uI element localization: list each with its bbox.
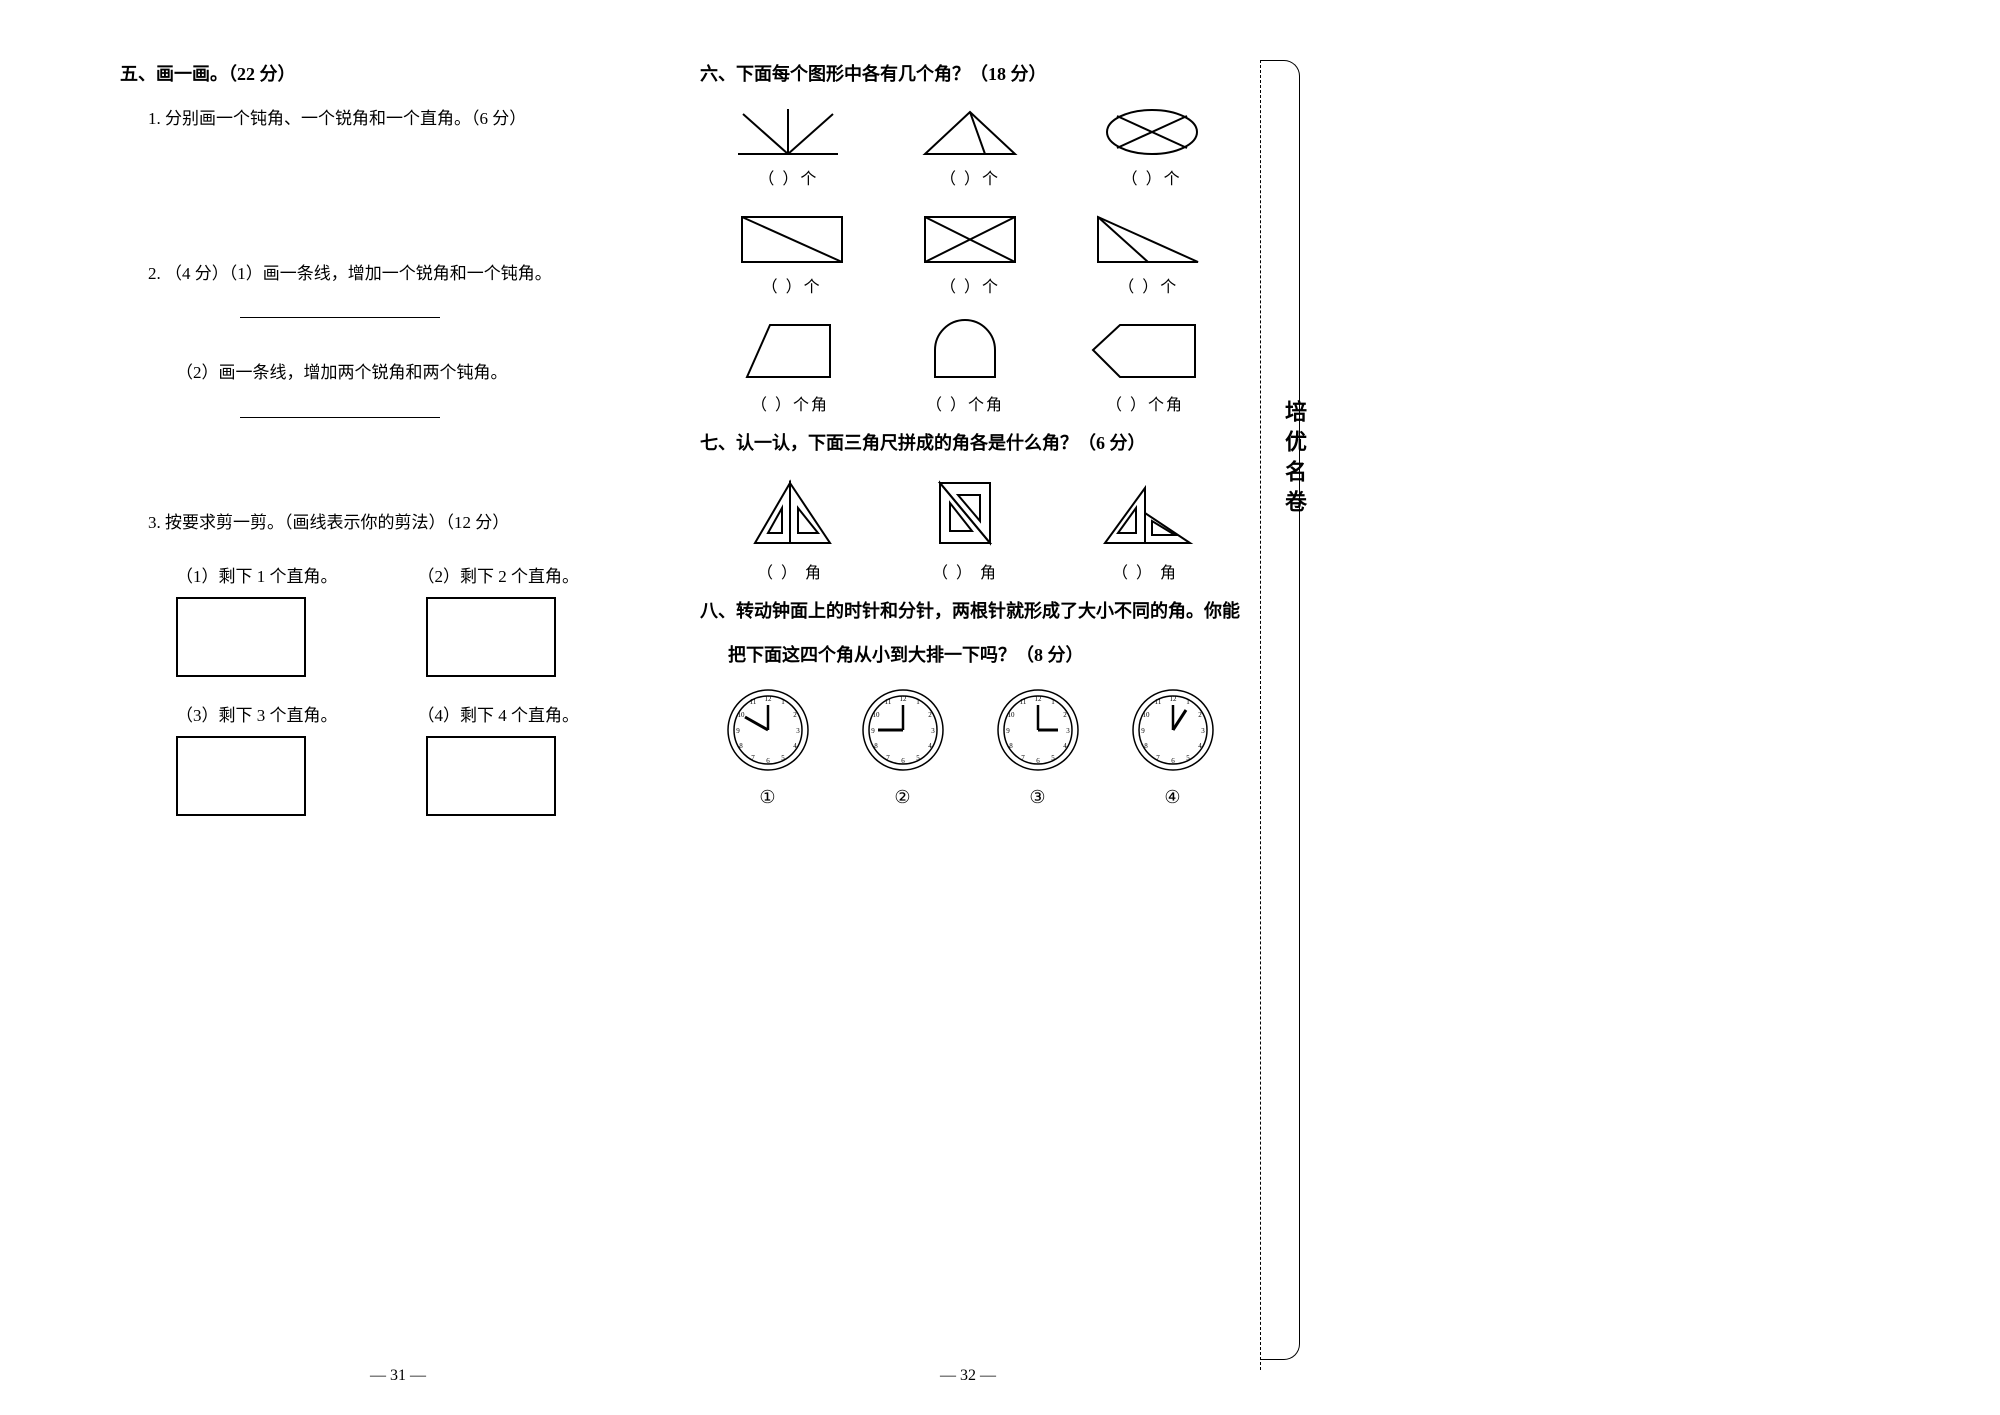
svg-text:2: 2 [1198,711,1202,719]
svg-text:10: 10 [1142,711,1150,719]
svg-text:12: 12 [1169,695,1177,703]
page-number-right: — 32 — [940,1367,996,1385]
svg-text:9: 9 [871,727,875,735]
q5-3: 3. 按要求剪一剪。（画线表示你的剪法）（12 分） [148,508,680,539]
rect-4 [426,736,556,816]
fig-rect-diag: （ ）个 [732,207,852,297]
svg-text:6: 6 [1036,757,1040,765]
page-number-left: — 31 — [370,1367,426,1385]
set-square-2: （ ） 角 [920,473,1010,583]
svg-text:8: 8 [739,742,743,750]
svg-text:6: 6 [901,757,905,765]
q5-1: 1. 分别画一个钝角、一个锐角和一个直角。（6 分） [148,104,680,135]
svg-text:5: 5 [1186,754,1190,762]
q5-3-3: （3）剩下 3 个直角。 [176,701,338,726]
svg-text:4: 4 [1198,742,1202,750]
svg-text:5: 5 [781,754,785,762]
side-brand: 培优名卷 [1280,400,1310,520]
page-right: 六、下面每个图形中各有几个角？（18 分） （ ）个 （ ）个 （ ）个 [700,60,1240,808]
svg-text:8: 8 [874,742,878,750]
svg-text:1: 1 [916,698,920,706]
svg-text:1: 1 [781,698,785,706]
svg-text:4: 4 [793,742,797,750]
fig-trapezoid: （ ）个角 [735,315,845,415]
section-7-title: 七、认一认，下面三角尺拼成的角各是什么角？（6 分） [700,429,1240,455]
svg-text:1: 1 [1186,698,1190,706]
clock-4: 12369 1245 781011 ④ [1128,685,1218,808]
svg-text:4: 4 [1063,742,1067,750]
svg-text:11: 11 [884,698,891,706]
section-6-title: 六、下面每个图形中各有几个角？（18 分） [700,60,1240,86]
svg-text:11: 11 [1154,698,1161,706]
svg-text:8: 8 [1144,742,1148,750]
q5-2b: （2）画一条线，增加两个锐角和两个钝角。 [176,358,680,389]
svg-text:11: 11 [1019,698,1026,706]
svg-text:3: 3 [931,727,935,735]
line-blank-2 [240,417,440,418]
svg-text:10: 10 [872,711,880,719]
svg-text:12: 12 [899,695,907,703]
svg-text:7: 7 [1156,754,1160,762]
svg-text:11: 11 [749,698,756,706]
svg-text:5: 5 [1051,754,1055,762]
svg-text:2: 2 [793,711,797,719]
sec6-row1: （ ）个 （ ）个 （ ）个 [700,104,1240,189]
svg-text:3: 3 [796,727,800,735]
svg-text:10: 10 [737,711,745,719]
rect-3 [176,736,306,816]
svg-text:12: 12 [1034,695,1042,703]
svg-text:7: 7 [886,754,890,762]
rect-1 [176,597,306,677]
svg-text:2: 2 [1063,711,1067,719]
fig-rect-x: （ ）个 [915,207,1025,297]
svg-text:7: 7 [751,754,755,762]
fig-pentagon: （ ）个角 [1085,315,1205,415]
fig-ellipse-x: （ ）个 [1097,104,1207,189]
side-border [1260,60,1300,1360]
clock-2: 12369 1245 781011 ② [858,685,948,808]
sec7-row: （ ） 角 （ ） 角 （ ） 角 [700,473,1240,583]
clock-1: 12369 1245 781011 ① [723,685,813,808]
q5-3-2: （2）剩下 2 个直角。 [418,562,580,587]
svg-text:6: 6 [1171,757,1175,765]
svg-text:2: 2 [928,711,932,719]
q5-3-1: （1）剩下 1 个直角。 [176,562,338,587]
fig-arch: （ ）个角 [915,315,1015,415]
svg-text:1: 1 [1051,698,1055,706]
svg-text:10: 10 [1007,711,1015,719]
svg-text:8: 8 [1009,742,1013,750]
section-8-title-1: 八、转动钟面上的时针和分针，两根针就形成了大小不同的角。你能 [700,597,1240,623]
q5-3-4: （4）剩下 4 个直角。 [418,701,580,726]
q5-2: 2. （4 分）（1）画一条线，增加一个锐角和一个钝角。 [148,259,680,290]
rect-2 [426,597,556,677]
svg-text:3: 3 [1066,727,1070,735]
svg-text:12: 12 [764,695,772,703]
sec6-row2: （ ）个 （ ）个 （ ）个 [700,207,1240,297]
svg-text:3: 3 [1201,727,1205,735]
svg-text:6: 6 [766,757,770,765]
set-square-1: （ ） 角 [740,473,840,583]
svg-text:9: 9 [736,727,740,735]
fig-angles-3rays: （ ）个 [733,104,843,189]
page-left: 五、画一画。（22 分） 1. 分别画一个钝角、一个锐角和一个直角。（6 分） … [120,60,680,826]
svg-text:9: 9 [1141,727,1145,735]
section-5-title: 五、画一画。（22 分） [120,60,680,86]
svg-text:9: 9 [1006,727,1010,735]
fig-triangle-line: （ ）个 [910,104,1030,189]
svg-text:7: 7 [1021,754,1025,762]
fig-right-triangle-line: （ ）个 [1088,207,1208,297]
set-square-3: （ ） 角 [1090,473,1200,583]
clock-3: 12369 1245 781011 ③ [993,685,1083,808]
svg-text:4: 4 [928,742,932,750]
sec6-row3: （ ）个角 （ ）个角 （ ）个角 [700,315,1240,415]
line-blank-1 [240,317,440,318]
clock-row: 12369 1245 781011 ① 12369 1245 781011 ② [700,685,1240,808]
section-8-title-2: 把下面这四个角从小到大排一下吗？（8 分） [728,641,1240,667]
svg-text:5: 5 [916,754,920,762]
